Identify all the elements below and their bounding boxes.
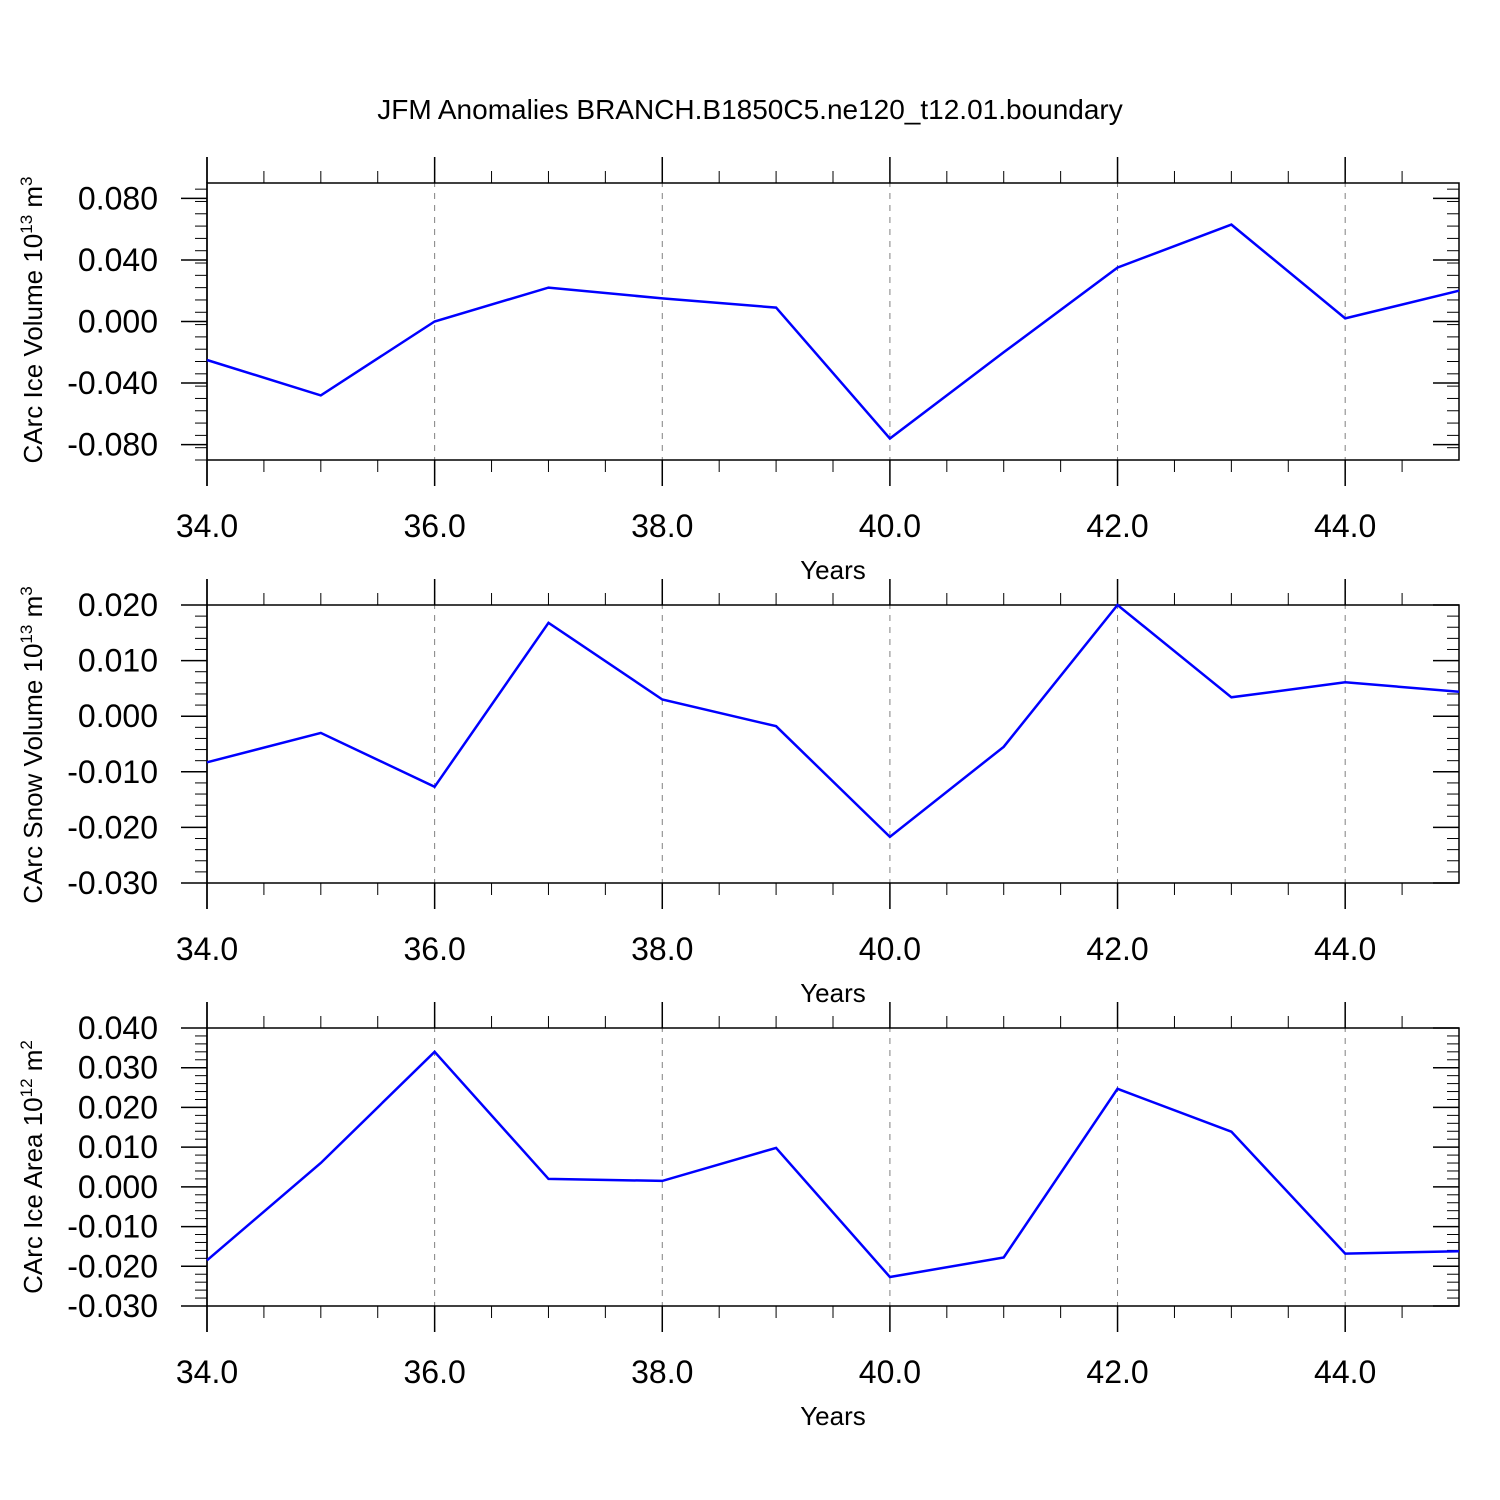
y-tick-label: 0.040: [78, 1010, 158, 1046]
series-line: [206, 1049, 1460, 1279]
x-axis-title: Years: [800, 1401, 866, 1431]
x-tick-label: 44.0: [1314, 1354, 1376, 1390]
y-tick-label: -0.030: [67, 1288, 158, 1324]
chart-panel-2: -0.030 -0.020 -0.010 0.000 0.010 0.020 34.0 36.…: [17, 579, 1460, 1008]
series-line: [206, 223, 1460, 441]
plot-frame: [206, 1027, 1460, 1307]
x-tick-label: 40.0: [859, 931, 921, 967]
x-axis-title: Years: [800, 555, 866, 585]
panels: -0.080 -0.040 0.000 0.040 0.080 34.0 36.0 38.0 4…: [17, 157, 1460, 1431]
y-tick-label: 0.030: [78, 1050, 158, 1086]
y-tick-label: -0.010: [67, 754, 158, 790]
y-tick-label: 0.010: [78, 1129, 158, 1165]
x-tick-label: 42.0: [1086, 508, 1148, 544]
y-tick-label: -0.030: [67, 865, 158, 901]
x-tick-label: 34.0: [176, 1354, 238, 1390]
y-tick-label: 0.040: [78, 242, 158, 278]
plot-frame: [206, 182, 1460, 461]
y-tick-label: -0.010: [67, 1209, 158, 1245]
series-line: [206, 603, 1460, 839]
y-tick-label: -0.020: [67, 809, 158, 845]
y-tick-label: 0.020: [78, 587, 158, 623]
x-tick-label: 42.0: [1086, 931, 1148, 967]
y-tick-label: 0.020: [78, 1089, 158, 1125]
y-axis-title: CArc Snow Volume 1013 m3: [17, 586, 48, 903]
x-tick-label: 38.0: [631, 508, 693, 544]
y-tick-label: -0.080: [67, 427, 158, 463]
x-axis-title: Years: [800, 978, 866, 1008]
x-tick-label: 40.0: [859, 1354, 921, 1390]
y-axis-title: CArc Ice Volume 1013 m3: [17, 176, 48, 463]
x-tick-label: 34.0: [176, 508, 238, 544]
x-tick-label: 36.0: [403, 931, 465, 967]
x-tick-label: 36.0: [403, 508, 465, 544]
y-tick-label: 0.000: [78, 698, 158, 734]
x-tick-label: 44.0: [1314, 508, 1376, 544]
chart-title: JFM Anomalies BRANCH.B1850C5.ne120_t12.0…: [377, 94, 1123, 125]
chart-panel-1: -0.080 -0.040 0.000 0.040 0.080 34.0 36.0 38.0 4…: [17, 157, 1460, 585]
x-tick-label: 38.0: [631, 1354, 693, 1390]
y-axis-title: CArc Ice Area 1012 m2: [17, 1040, 48, 1294]
y-tick-label: -0.040: [67, 365, 158, 401]
y-tick-label: 0.080: [78, 180, 158, 216]
y-tick-label: -0.020: [67, 1248, 158, 1284]
x-tick-label: 42.0: [1086, 1354, 1148, 1390]
x-tick-label: 44.0: [1314, 931, 1376, 967]
plot-frame: [206, 604, 1460, 884]
x-tick-label: 38.0: [631, 931, 693, 967]
x-tick-label: 34.0: [176, 931, 238, 967]
y-tick-label: 0.000: [78, 1169, 158, 1205]
y-tick-label: 0.010: [78, 643, 158, 679]
x-tick-label: 40.0: [859, 508, 921, 544]
x-tick-label: 36.0: [403, 1354, 465, 1390]
y-tick-label: 0.000: [78, 304, 158, 340]
